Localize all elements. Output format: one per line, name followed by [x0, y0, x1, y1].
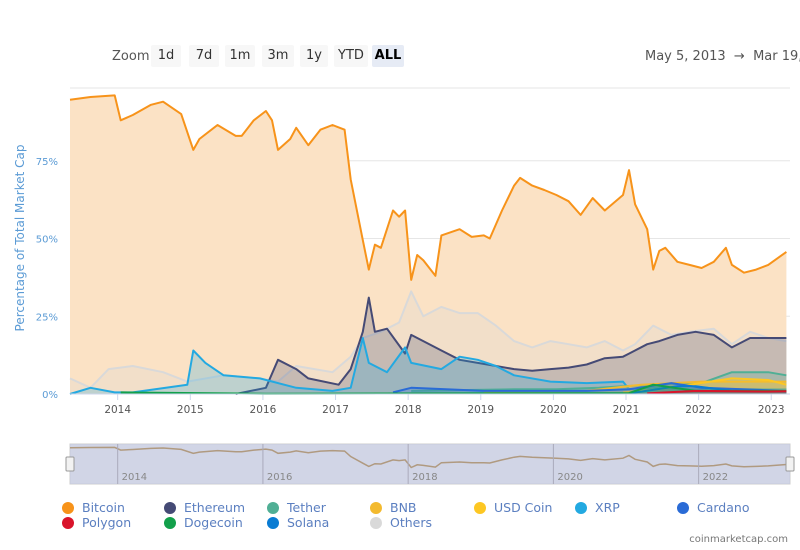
x-tick-label: 2020: [540, 404, 567, 416]
legend-item-solana[interactable]: Solana: [267, 515, 329, 530]
navigator-handle-left[interactable]: [65, 456, 75, 472]
navigator-tick-label: 2020: [557, 472, 582, 483]
x-tick-label: 2022: [685, 404, 712, 416]
zoom-label: Zoom: [112, 49, 150, 64]
legend-dot-icon: [677, 501, 689, 514]
navigator-line: [69, 446, 787, 469]
legend-dot-icon: [575, 501, 587, 514]
y-tick-label: 50%: [36, 235, 58, 246]
range-to[interactable]: Mar 19, 2023: [753, 49, 800, 64]
legend-dot-icon: [370, 501, 382, 514]
range-from[interactable]: May 5, 2013: [645, 49, 726, 64]
zoom-button-1y[interactable]: 1y: [300, 45, 328, 67]
legend-item-others[interactable]: Others: [370, 515, 432, 530]
legend-label: BNB: [390, 500, 417, 515]
navigator-tick-label: 2016: [267, 472, 292, 483]
legend-label: Cardano: [697, 500, 750, 515]
line-bitcoin: [69, 94, 787, 281]
legend-label: Bitcoin: [82, 500, 125, 515]
legend-dot-icon: [474, 501, 486, 514]
navigator-tick-label: 2014: [122, 472, 147, 483]
legend-dot-icon: [164, 501, 176, 514]
legend-label: Others: [390, 515, 433, 530]
line-polygon: [647, 389, 787, 395]
legend-item-usd-coin[interactable]: USD Coin: [474, 500, 552, 515]
legend-label: Solana: [287, 515, 330, 530]
legend-label: Dogecoin: [184, 515, 243, 530]
navigator-handle-right[interactable]: [785, 456, 795, 472]
y-axis-label: Percentage of Total Market Cap: [13, 145, 27, 332]
zoom-button-1d[interactable]: 1d: [151, 45, 181, 67]
legend-dot-icon: [370, 516, 382, 529]
legend-dot-icon: [62, 501, 74, 514]
legend-label: Tether: [287, 500, 326, 515]
navigator-tick-label: 2022: [703, 472, 728, 483]
x-tick-label: 2014: [104, 404, 131, 416]
legend-label: Ethereum: [184, 500, 246, 515]
area-tether: [411, 372, 787, 394]
area-ethereum: [235, 297, 787, 394]
legend-item-ethereum[interactable]: Ethereum: [164, 500, 245, 515]
legend-item-polygon[interactable]: Polygon: [62, 515, 131, 530]
legend-dot-icon: [267, 501, 279, 514]
x-tick-label: 2015: [177, 404, 204, 416]
x-tick-label: 2017: [322, 404, 349, 416]
y-tick-label: 25%: [36, 312, 58, 323]
zoom-button-all[interactable]: ALL: [372, 45, 404, 67]
legend-item-dogecoin[interactable]: Dogecoin: [164, 515, 243, 530]
chart-svg: 0% 25% 50% 75% Percentage of Total Market Ca…: [13, 87, 795, 485]
legend-label: Polygon: [82, 515, 132, 530]
y-tick-label: 0%: [42, 390, 58, 401]
x-tick-label: 2016: [250, 404, 277, 416]
legend-item-bitcoin[interactable]: Bitcoin: [62, 500, 125, 515]
line-xrp: [69, 337, 787, 395]
legend-item-cardano[interactable]: Cardano: [677, 500, 749, 515]
area-xrp: [70, 338, 787, 394]
x-tick-label: 2021: [613, 404, 640, 416]
range-arrow: →: [733, 49, 745, 64]
y-tick-label: 75%: [36, 157, 58, 168]
zoom-button-ytd[interactable]: YTD: [334, 45, 368, 67]
area-bitcoin: [70, 95, 787, 395]
legend-item-tether[interactable]: Tether: [267, 500, 326, 515]
legend-dot-icon: [62, 516, 74, 529]
legend-item-bnb[interactable]: BNB: [370, 500, 417, 515]
legend-label: USD Coin: [494, 500, 553, 515]
date-range[interactable]: May 5, 2013 → Mar 19, 2023: [645, 49, 800, 64]
legend-item-xrp[interactable]: XRP: [575, 500, 620, 515]
x-tick-label: 2023: [758, 404, 785, 416]
navigator-tick-label: 2018: [412, 472, 437, 483]
x-tick-label: 2019: [467, 404, 494, 416]
credit: coinmarketcap.com: [689, 534, 788, 545]
zoom-button-3m[interactable]: 3m: [262, 45, 294, 67]
legend-dot-icon: [164, 516, 176, 529]
zoom-button-1m[interactable]: 1m: [225, 45, 255, 67]
legend-label: XRP: [595, 500, 620, 515]
zoom-button-7d[interactable]: 7d: [189, 45, 219, 67]
legend-dot-icon: [267, 516, 279, 529]
x-tick-label: 2018: [395, 404, 422, 416]
